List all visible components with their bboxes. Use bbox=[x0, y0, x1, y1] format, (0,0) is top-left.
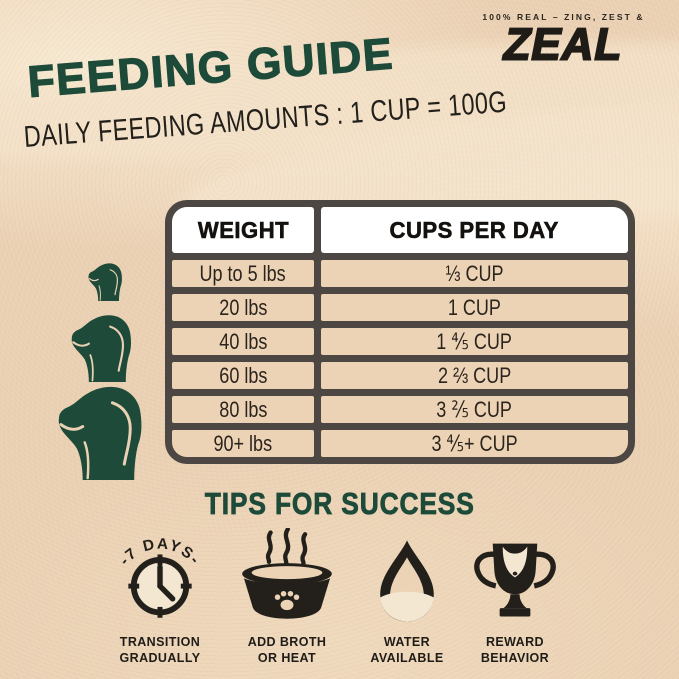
feeding-table: WEIGHT CUPS PER DAY Up to 5 lbs ⅓ CUP 20… bbox=[165, 200, 635, 464]
tips-title: TIPS FOR SUCCESS bbox=[204, 486, 475, 522]
table-row-weight: 20 lbs bbox=[172, 294, 314, 321]
bowl-icon bbox=[242, 528, 332, 619]
tip-water: WATER AVAILABLE bbox=[336, 533, 478, 667]
column-header-weight: WEIGHT bbox=[172, 207, 314, 253]
tip-label: ADD BROTH OR HEAT bbox=[247, 635, 327, 666]
brand-wordmark: ZEAL bbox=[498, 18, 629, 70]
table-row-weight: 80 lbs bbox=[172, 396, 314, 423]
table-row-weight: 40 lbs bbox=[172, 328, 314, 355]
clock-iconbox: -7 DAYS- bbox=[105, 533, 215, 625]
water-drop-icon bbox=[380, 540, 434, 622]
tip-label: TRANSITION GRADUALLY bbox=[119, 635, 201, 666]
large-dog-icon bbox=[58, 386, 142, 480]
table-row-cups: 2 ⅔ CUP bbox=[321, 362, 628, 389]
table-row-weight: 60 lbs bbox=[172, 362, 314, 389]
tip-transition: -7 DAYS- TRANSITION GRADUALLY bbox=[89, 533, 231, 667]
tip-reward: REWARD BEHAVIOR bbox=[444, 533, 586, 667]
brand-tagline: 100% REAL – ZING, ZEST & bbox=[482, 12, 645, 22]
dog-face-cutout bbox=[502, 546, 528, 578]
small-dog-icon bbox=[88, 263, 122, 301]
table-row-weight: 90+ lbs bbox=[172, 430, 314, 457]
trophy-iconbox bbox=[472, 533, 558, 625]
table-row-cups: ⅓ CUP bbox=[321, 260, 628, 287]
table-row-cups: 1 ⅘ CUP bbox=[321, 328, 628, 355]
table-row-cups: 3 ⅘+ CUP bbox=[321, 430, 628, 457]
column-header-cups: CUPS PER DAY bbox=[321, 207, 628, 253]
table-row-cups: 3 ⅖ CUP bbox=[321, 396, 628, 423]
water-drop-iconbox bbox=[371, 533, 443, 625]
trophy-icon bbox=[474, 543, 556, 617]
table-row-cups: 1 CUP bbox=[321, 294, 628, 321]
brand-logo: 100% REAL – ZING, ZEST & ZEAL bbox=[476, 12, 651, 70]
bowl-iconbox bbox=[231, 528, 343, 625]
tip-label: REWARD BEHAVIOR bbox=[480, 635, 550, 666]
table-row-weight: Up to 5 lbs bbox=[172, 260, 314, 287]
tip-add-broth: ADD BROTH OR HEAT bbox=[216, 528, 358, 667]
medium-dog-icon bbox=[71, 315, 131, 382]
paw-print bbox=[274, 590, 300, 611]
clock-icon: -7 DAYS- bbox=[116, 536, 202, 618]
tip-label: WATER AVAILABLE bbox=[370, 635, 444, 666]
